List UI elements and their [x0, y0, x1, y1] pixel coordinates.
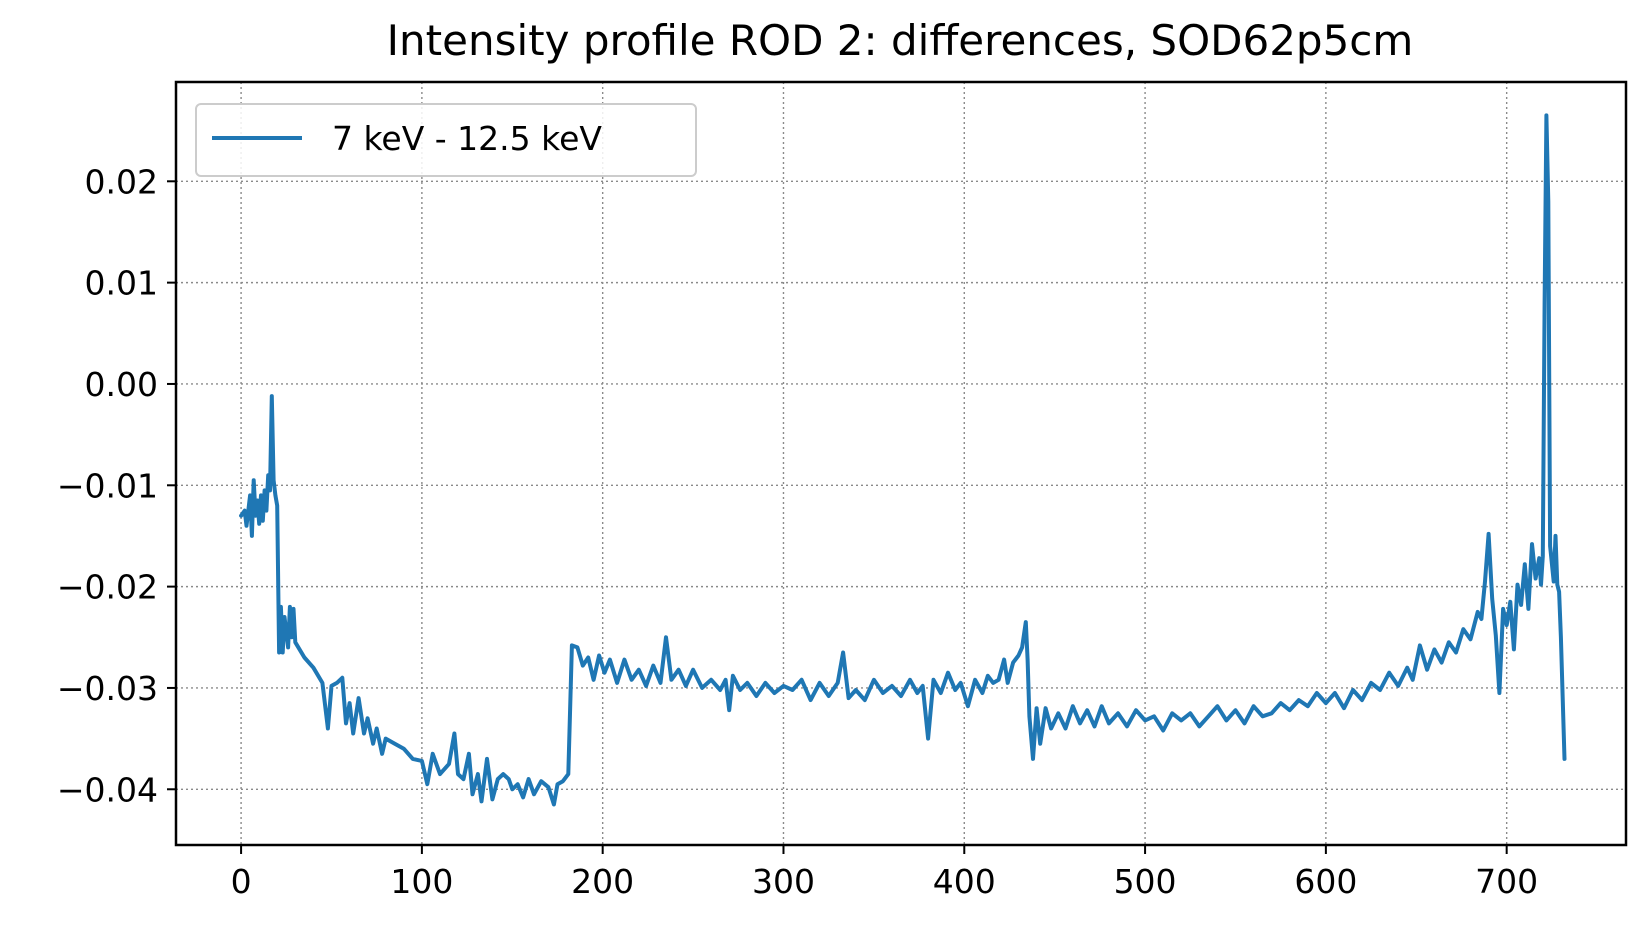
grid [176, 82, 1626, 845]
legend: 7 keV - 12.5 keV [195, 103, 697, 177]
y-tick-label: 0.00 [85, 365, 158, 404]
y-tick-label: 0.01 [85, 264, 158, 303]
x-tick-label: 400 [933, 862, 996, 901]
y-tick-label: 0.02 [85, 162, 158, 201]
x-tick-label: 0 [231, 862, 252, 901]
axis-ticks: 0 100 200 300 400 500 600 700 0.02 0.01 0.00 −0.01 −… [57, 162, 1538, 901]
legend-label: 7 keV - 12.5 keV [332, 119, 602, 158]
series-layer [239, 113, 1567, 807]
chart-title: Intensity profile ROD 2: differences, SO… [387, 16, 1414, 65]
x-tick-label: 100 [390, 862, 453, 901]
series-line [239, 113, 1567, 807]
plot-frame [174, 80, 1628, 847]
x-tick-label: 700 [1475, 862, 1538, 901]
x-tick-label: 500 [1114, 862, 1177, 901]
y-tick-label: −0.04 [57, 770, 158, 809]
x-tick-label: 300 [752, 862, 815, 901]
y-tick-label: −0.03 [57, 669, 158, 708]
legend-box [195, 103, 697, 177]
y-tick-label: −0.02 [57, 568, 158, 607]
x-tick-label: 600 [1294, 862, 1357, 901]
x-tick-label: 200 [571, 862, 634, 901]
y-tick-label: −0.01 [57, 466, 158, 505]
